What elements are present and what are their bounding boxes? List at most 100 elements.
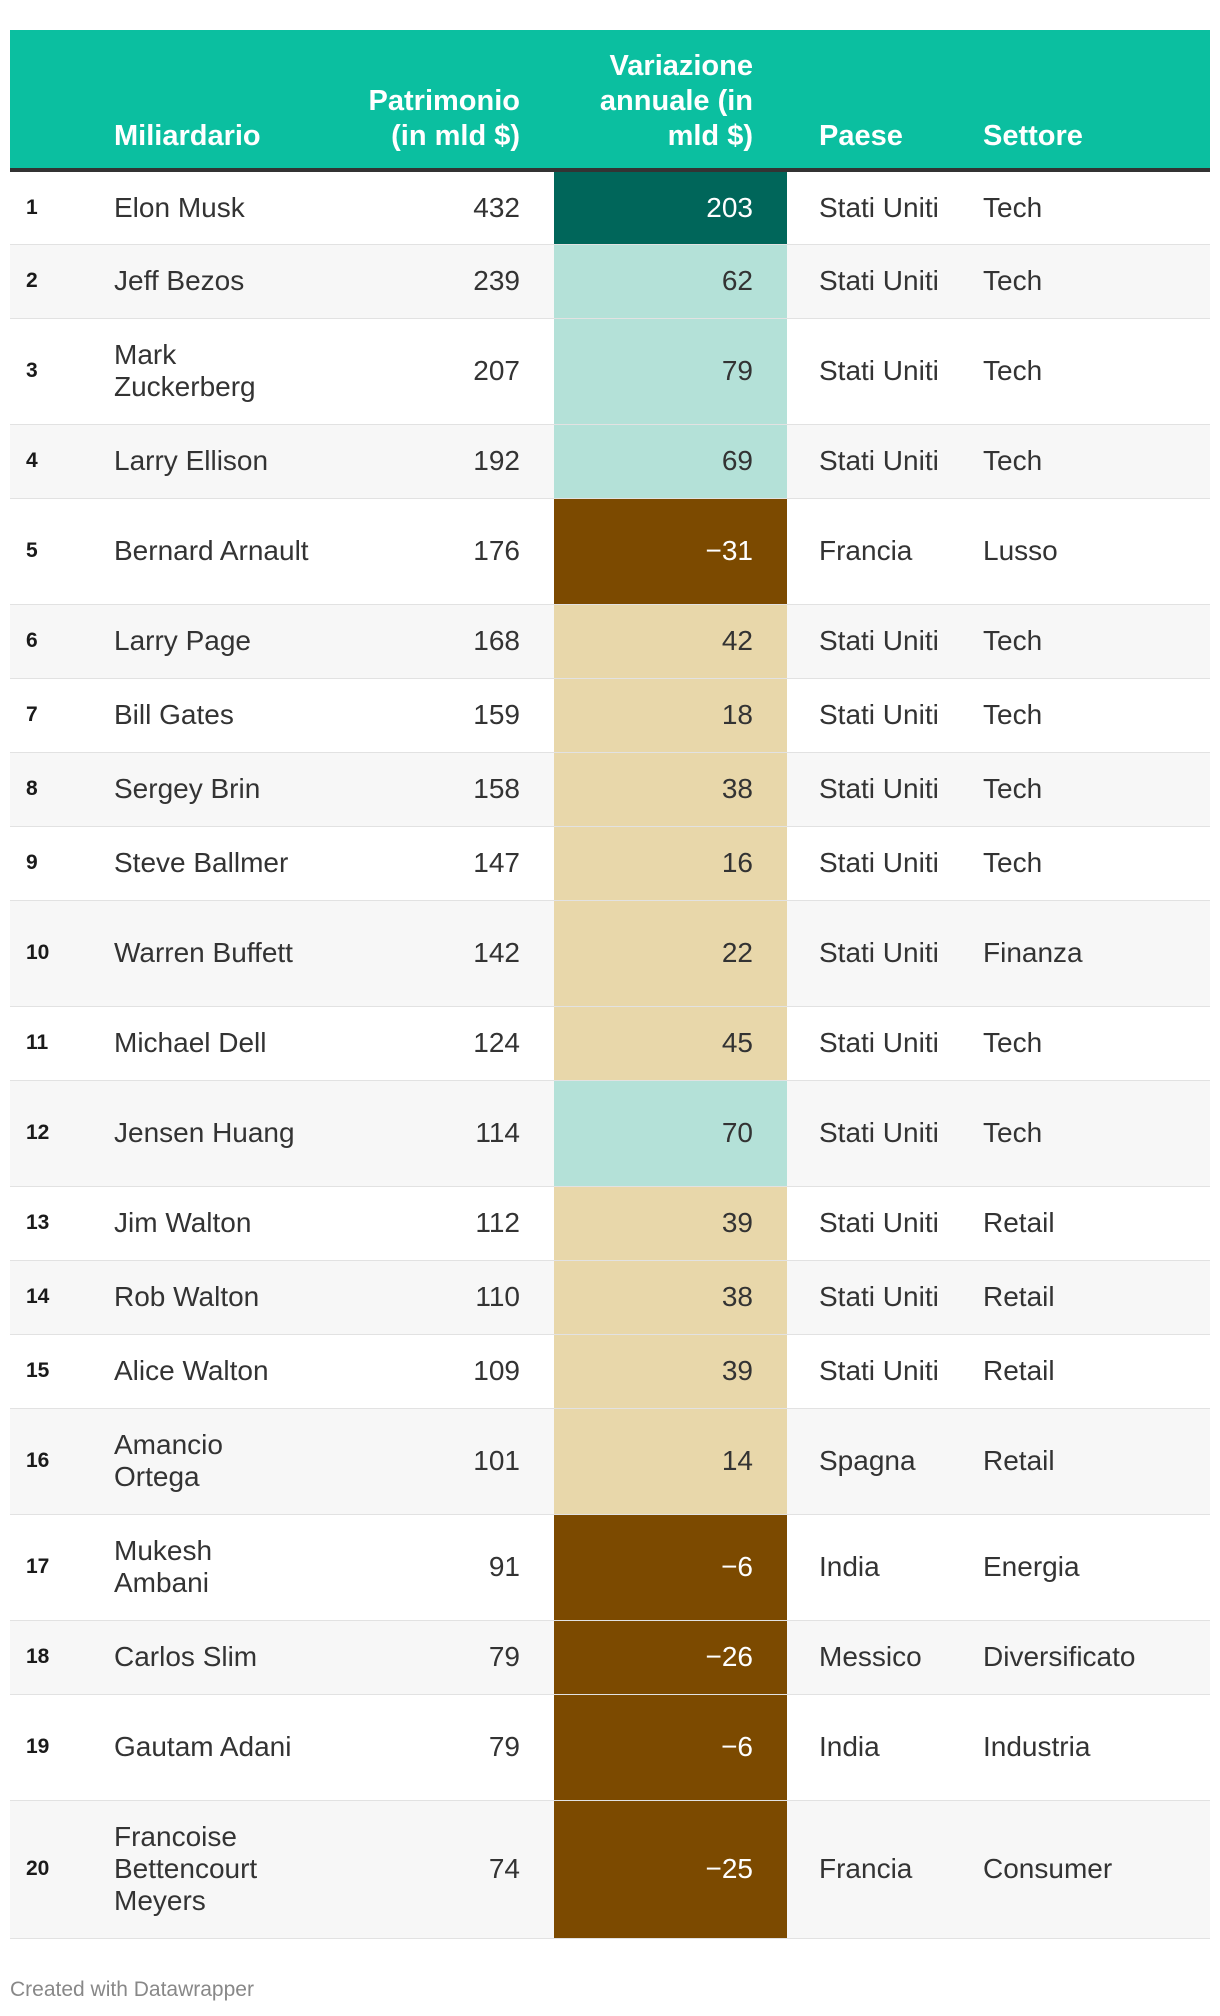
header-net-worth: Patrimonio (in mld $) bbox=[320, 30, 554, 170]
net-worth-cell: 432 bbox=[473, 191, 520, 223]
annual-change-cell: 18 bbox=[554, 678, 787, 752]
table-row: 7 Bill Gates 159 18 Stati Uniti Tech bbox=[10, 678, 1210, 752]
datawrapper-credit: Created with Datawrapper bbox=[10, 1978, 254, 2001]
country-cell: Francia bbox=[819, 535, 913, 566]
sector-cell: Consumer bbox=[983, 1853, 1113, 1884]
country-cell: Spagna bbox=[819, 1445, 916, 1476]
country-cell: Stati Uniti bbox=[819, 1207, 939, 1238]
header-billionaire-label: Miliardario bbox=[114, 120, 261, 152]
sector-cell: Energia bbox=[983, 1551, 1080, 1582]
sector-cell: Finanza bbox=[983, 937, 1083, 968]
billionaire-name-cell: Elon Musk bbox=[114, 191, 245, 223]
country-cell: Stati Uniti bbox=[819, 773, 939, 804]
net-worth-cell: 109 bbox=[473, 1355, 520, 1386]
country-cell: Stati Uniti bbox=[819, 191, 939, 223]
sector-cell: Tech bbox=[983, 847, 1043, 878]
country-cell: Stati Uniti bbox=[819, 1117, 939, 1148]
rank-cell: 2 bbox=[26, 269, 38, 292]
net-worth-cell: 79 bbox=[488, 1731, 520, 1762]
net-worth-cell: 112 bbox=[475, 1207, 520, 1238]
annual-change-cell: 45 bbox=[554, 1006, 787, 1080]
country-cell: Stati Uniti bbox=[819, 937, 939, 968]
table-row: 1 Elon Musk 432 203 Stati Uniti Tech bbox=[10, 170, 1210, 244]
sector-cell: Retail bbox=[983, 1281, 1055, 1312]
table-row: 20 Francoise Bettencourt Meyers 74 −25 Franc… bbox=[10, 1800, 1210, 1938]
billionaire-name-cell: Amancio Ortega bbox=[114, 1429, 223, 1492]
net-worth-cell: 79 bbox=[488, 1641, 520, 1672]
table-row: 17 Mukesh Ambani 91 −6 India Energia bbox=[10, 1514, 1210, 1620]
header-country-label: Paese bbox=[819, 120, 903, 152]
country-cell: Stati Uniti bbox=[819, 699, 939, 730]
rank-cell: 14 bbox=[26, 1285, 50, 1308]
billionaire-name-cell: Steve Ballmer bbox=[114, 847, 289, 878]
annual-change-cell: −26 bbox=[554, 1620, 787, 1694]
rank-cell: 8 bbox=[26, 777, 38, 800]
billionaire-name-cell: Larry Ellison bbox=[114, 445, 269, 476]
country-cell: Stati Uniti bbox=[819, 355, 939, 386]
country-cell: Stati Uniti bbox=[819, 445, 939, 476]
annual-change-cell: 16 bbox=[554, 826, 787, 900]
billionaire-name-cell: Mukesh Ambani bbox=[114, 1535, 213, 1598]
table-row: 2 Jeff Bezos 239 62 Stati Uniti Tech bbox=[10, 244, 1210, 318]
rank-cell: 4 bbox=[26, 449, 38, 472]
table-body: 1 Elon Musk 432 203 Stati Uniti Tech 2 Jeff Bez… bbox=[10, 170, 1210, 1938]
annual-change-cell: 39 bbox=[554, 1334, 787, 1408]
annual-change-cell: 203 bbox=[554, 170, 787, 244]
header-billionaire: Miliardario bbox=[110, 30, 320, 170]
country-cell: Francia bbox=[819, 1853, 913, 1884]
table-row: 12 Jensen Huang 114 70 Stati Uniti Tech bbox=[10, 1080, 1210, 1186]
header-change-line2: annuale (in bbox=[599, 85, 753, 117]
header-net-worth-line2: (in mld $) bbox=[391, 120, 520, 152]
billionaire-name-cell: Bill Gates bbox=[114, 699, 234, 730]
table-container: Miliardario Patrimonio (in mld $) Variazi… bbox=[10, 30, 1210, 1939]
sector-cell: Retail bbox=[983, 1355, 1055, 1386]
header-annual-change: Variazione annuale (in mld $) bbox=[554, 30, 787, 170]
table-row: 16 Amancio Ortega 101 14 Spagna Retail bbox=[10, 1408, 1210, 1514]
annual-change-cell: 70 bbox=[554, 1080, 787, 1186]
rank-cell: 5 bbox=[26, 539, 38, 562]
net-worth-cell: 124 bbox=[473, 1027, 520, 1058]
table-row: 11 Michael Dell 124 45 Stati Uniti Tech bbox=[10, 1006, 1210, 1080]
net-worth-cell: 192 bbox=[473, 445, 520, 476]
rank-cell: 13 bbox=[26, 1211, 50, 1234]
table-row: 6 Larry Page 168 42 Stati Uniti Tech bbox=[10, 604, 1210, 678]
header-net-worth-line1: Patrimonio bbox=[368, 85, 520, 117]
table-row: 8 Sergey Brin 158 38 Stati Uniti Tech bbox=[10, 752, 1210, 826]
net-worth-cell: 176 bbox=[473, 535, 520, 566]
sector-cell: Tech bbox=[983, 625, 1043, 656]
sector-cell: Tech bbox=[983, 265, 1043, 296]
sector-cell: Tech bbox=[983, 355, 1043, 386]
table-row: 18 Carlos Slim 79 −26 Messico Diversificato bbox=[10, 1620, 1210, 1694]
rank-cell: 20 bbox=[26, 1857, 50, 1880]
header-change-line1: Variazione bbox=[609, 50, 753, 82]
rank-cell: 6 bbox=[26, 629, 38, 652]
annual-change-cell: −25 bbox=[554, 1800, 787, 1938]
sector-cell: Tech bbox=[983, 1027, 1043, 1058]
sector-cell: Tech bbox=[983, 773, 1043, 804]
billionaire-name-cell: Sergey Brin bbox=[114, 773, 261, 804]
sector-cell: Tech bbox=[983, 445, 1043, 476]
rank-cell: 11 bbox=[26, 1031, 49, 1054]
sector-cell: Tech bbox=[983, 191, 1043, 223]
net-worth-cell: 91 bbox=[488, 1551, 520, 1582]
sector-cell: Industria bbox=[983, 1731, 1091, 1762]
rank-cell: 15 bbox=[26, 1359, 50, 1382]
table-row: 4 Larry Ellison 192 69 Stati Uniti Tech bbox=[10, 424, 1210, 498]
sector-cell: Tech bbox=[983, 699, 1043, 730]
billionaire-name-cell: Larry Page bbox=[114, 625, 251, 656]
table-row: 14 Rob Walton 110 38 Stati Uniti Retail bbox=[10, 1260, 1210, 1334]
annual-change-cell: 62 bbox=[554, 244, 787, 318]
sector-cell: Retail bbox=[983, 1445, 1055, 1476]
sector-cell: Diversificato bbox=[983, 1641, 1136, 1672]
annual-change-cell: 79 bbox=[554, 318, 787, 424]
net-worth-cell: 158 bbox=[473, 773, 520, 804]
sector-cell: Retail bbox=[983, 1207, 1055, 1238]
annual-change-cell: −6 bbox=[554, 1514, 787, 1620]
header-sector: Settore bbox=[981, 30, 1210, 170]
net-worth-cell: 142 bbox=[473, 937, 520, 968]
billionaire-name-cell: Rob Walton bbox=[114, 1281, 260, 1312]
billionaire-name-cell: Warren Buffett bbox=[114, 937, 293, 968]
rank-cell: 16 bbox=[26, 1449, 50, 1472]
header-row: Miliardario Patrimonio (in mld $) Variazi… bbox=[10, 30, 1210, 170]
billionaire-name-cell: Bernard Arnault bbox=[114, 535, 309, 566]
